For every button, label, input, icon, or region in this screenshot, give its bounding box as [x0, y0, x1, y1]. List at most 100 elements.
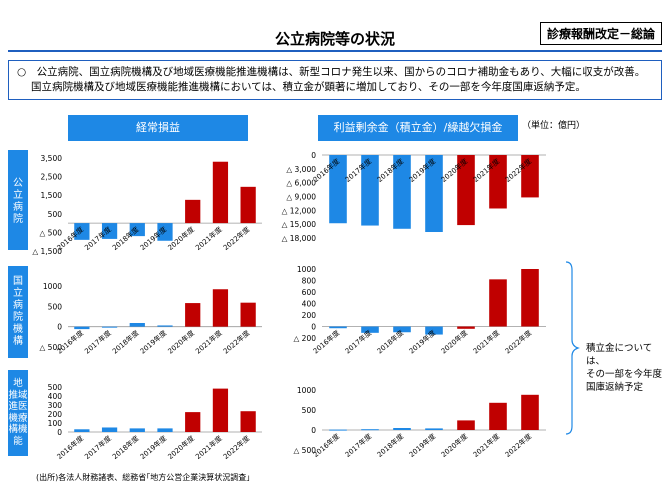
chart-5-xtick: 2021年度 — [471, 432, 501, 459]
chart-4-bar — [101, 427, 118, 432]
chart-0-bar — [240, 186, 256, 224]
chart-5-bar — [361, 429, 379, 431]
chart-3-ytick: 0 — [311, 323, 316, 332]
chart-0-ytick: 3,500 — [41, 154, 63, 163]
chart-5-bar — [457, 420, 475, 430]
chart-2-bar — [212, 289, 229, 327]
right-column-header: 利益剰余金（積立金）/繰越欠損金 — [318, 115, 518, 141]
chart-0-ytick: △ 1,500 — [32, 247, 62, 256]
chart-0-ytick: △ 500 — [40, 228, 63, 237]
chart-5-bar — [489, 402, 507, 430]
chart-5-bar — [393, 428, 411, 430]
chart-4-xtick: 2017年度 — [83, 434, 113, 461]
chart-4-xtick: 2016年度 — [55, 434, 85, 461]
chart-4-ytick: 400 — [48, 392, 63, 401]
chart-0-xtick: 2022年度 — [221, 225, 251, 252]
chart-4-bar — [212, 388, 229, 432]
chart-0-bar — [101, 223, 118, 239]
chart-3-bar — [425, 326, 443, 335]
chart-2-xtick: 2021年度 — [194, 328, 224, 355]
chart-4-xtick: 2021年度 — [194, 434, 224, 461]
chart-3-xtick: 2017年度 — [343, 328, 373, 355]
chart-1-ytick: △ 6,000 — [286, 179, 316, 188]
chart-1-bar — [521, 155, 539, 198]
chart-5-xtick: 2017年度 — [343, 432, 373, 459]
chart-1-bar — [457, 155, 475, 226]
chart-0-ytick: 1,500 — [41, 191, 63, 200]
row-label-jcho: 地推域 進医 機療 構機能 — [8, 370, 28, 456]
chart-3-xtick: 2021年度 — [471, 328, 501, 355]
chart-3-bar — [489, 279, 507, 327]
chart-4-bar — [157, 428, 173, 432]
unit-label: （単位：億円） — [522, 121, 586, 131]
chart-2-bar — [129, 323, 145, 327]
chart-1-ytick: 0 — [311, 151, 316, 160]
chart-3-bar — [521, 269, 539, 327]
chart-1-ytick: △ 15,000 — [282, 220, 317, 229]
chart-5-ytick: 500 — [302, 406, 317, 415]
chart-2-xtick: 2020年度 — [166, 328, 196, 355]
summary-line-1: ○ 公立病院、国立病院機構及び地域医療機能推進機構は、新型コロナ発生以来、国から… — [17, 66, 646, 78]
chart-4-ytick: 500 — [48, 383, 63, 392]
chart-5-xtick: 2020年度 — [439, 432, 469, 459]
chart-0-ytick: 500 — [48, 210, 63, 219]
chart-3-bar — [361, 326, 379, 333]
chart-0-bar — [212, 161, 229, 224]
chart-4-bar — [185, 412, 201, 432]
chart-0-bar — [74, 223, 90, 240]
chart-4-ytick: 200 — [48, 410, 63, 419]
chart-4-bar — [129, 428, 145, 432]
chart-5-ytick: △ 500 — [294, 446, 317, 455]
chart-2-bar — [240, 302, 256, 327]
chart-3-xtick: 2018年度 — [375, 328, 405, 355]
chart-5-bar — [425, 428, 443, 430]
chart-3-xtick: 2020年度 — [439, 328, 469, 355]
chart-0-bar — [129, 223, 145, 237]
chart-4-xtick: 2022年度 — [221, 434, 251, 461]
chart-3-bar — [329, 326, 347, 329]
page-title: 公立病院等の状況 — [274, 30, 395, 48]
chart-2-ytick: 0 — [57, 323, 62, 332]
title-divider — [8, 50, 662, 52]
refund-note: 積立金については、 その一部を今年度 国庫返納予定 — [586, 343, 663, 393]
chart-2-xtick: 2016年度 — [55, 328, 85, 355]
chart-1-ytick: △ 18,000 — [282, 234, 317, 243]
chart-5-xtick: 2018年度 — [375, 432, 405, 459]
chart-2-xtick: 2017年度 — [83, 328, 113, 355]
chart-1-bar — [489, 155, 507, 209]
chart-4-bar — [240, 411, 256, 432]
chart-3-ytick: 200 — [302, 311, 317, 320]
chart-5-xtick: 2019年度 — [407, 432, 437, 459]
chart-2-ytick: 500 — [48, 302, 63, 311]
chart-4-bar — [74, 429, 90, 432]
summary-box: ○ 公立病院、国立病院機構及び地域医療機能推進機構は、新型コロナ発生以来、国から… — [8, 60, 662, 100]
chart-3-xtick: 2022年度 — [503, 328, 533, 355]
chart-3-xtick: 2019年度 — [407, 328, 437, 355]
chart-3-ytick: 600 — [302, 288, 317, 297]
chart-5-bar — [329, 429, 347, 431]
chart-0-bar — [157, 223, 173, 241]
chart-1-bar — [329, 155, 347, 224]
chart-4-ytick: 300 — [48, 401, 63, 410]
chart-4-ytick: 100 — [48, 419, 63, 428]
chart-4-ytick: 0 — [57, 428, 62, 437]
chart-1-bar — [361, 155, 379, 226]
chart-0-xtick: 2021年度 — [194, 225, 224, 252]
note-brace — [565, 261, 580, 435]
section-tag: 診療報酬改定－総論 — [539, 22, 662, 45]
chart-4-xtick: 2020年度 — [166, 434, 196, 461]
chart-1-ytick: △ 3,000 — [286, 165, 316, 174]
chart-1-bar — [393, 155, 411, 229]
chart-2-xtick: 2018年度 — [110, 328, 140, 355]
left-column-header: 経常損益 — [68, 115, 248, 141]
source-note: (出所)各法人財務諸表、総務省｢地方公営企業決算状況調査｣ — [36, 473, 251, 482]
chart-2-bar — [185, 303, 201, 327]
row-label-public-hospital: 公立病院 — [8, 150, 28, 250]
chart-3-ytick: 400 — [302, 300, 317, 309]
chart-2-xtick: 2019年度 — [138, 328, 168, 355]
chart-1-ytick: △ 12,000 — [282, 206, 317, 215]
chart-2-bar — [74, 326, 90, 330]
chart-5-ytick: 1000 — [297, 386, 316, 395]
chart-5-ytick: 0 — [311, 426, 316, 435]
chart-2-xtick: 2022年度 — [221, 328, 251, 355]
